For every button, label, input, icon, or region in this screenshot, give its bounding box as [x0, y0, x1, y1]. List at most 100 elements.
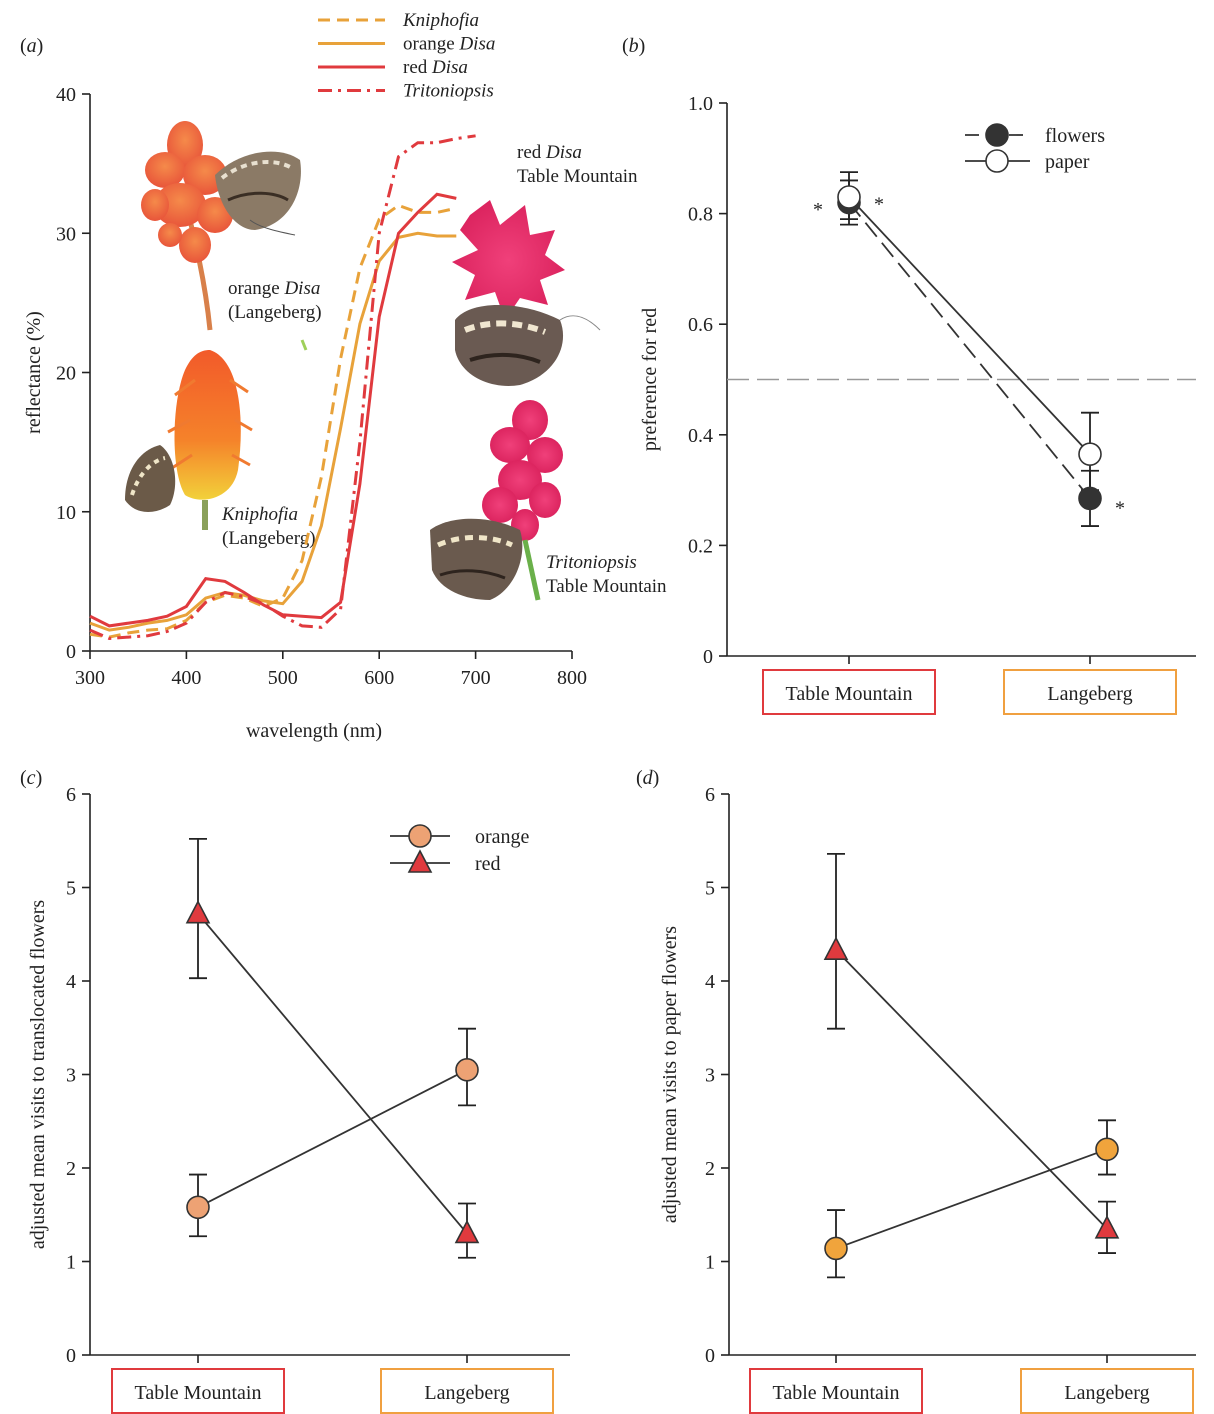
red-disa-photo	[450, 195, 601, 395]
panel-label-d: (d)	[636, 767, 659, 789]
category-label: Langeberg	[1047, 683, 1132, 705]
marker-orange	[824, 1236, 848, 1261]
image-label-a-line2: (Langeberg)	[228, 302, 322, 323]
y-tick-label: 6	[66, 784, 76, 806]
y-tick-label: 0.8	[688, 204, 713, 226]
axes-a: 300 400 500 600 700 800 0 10 20 30 40 wavelength (n…	[23, 84, 587, 742]
image-label-a-line2: Table Mountain	[517, 166, 638, 187]
x-tick-label-a: 500	[268, 667, 298, 689]
series-line-2	[89, 192, 457, 628]
category-label: Langeberg	[1064, 1382, 1149, 1404]
kniphofia-photo	[117, 347, 257, 530]
category-label: Table Mountain	[773, 1382, 900, 1404]
marker-flowers	[1078, 486, 1102, 511]
significance-asterisk: *	[874, 194, 884, 216]
y-tick-label-a: 20	[56, 363, 76, 385]
y-tick-label-a: 30	[56, 223, 76, 245]
y-tick-label: 4	[66, 971, 76, 993]
image-label-a: orange Disa	[228, 278, 320, 299]
y-tick-label: 5	[705, 878, 715, 900]
category-box	[749, 1368, 923, 1414]
x-tick-label-a: 800	[557, 667, 587, 689]
marker-red	[1094, 1215, 1120, 1239]
panel-c: (c) 0 1 2 3 4 5 6 Table Mountain Langeberg adjust…	[20, 767, 570, 1414]
image-labels-a: orange Disa (Langeberg) Kniphofia (Langeber…	[221, 142, 667, 597]
marker-paper	[1078, 442, 1102, 466]
image-label-a-line2: (Langeberg)	[222, 528, 316, 549]
panel-label-b: (b)	[622, 35, 645, 57]
y-tick-label: 0	[66, 1345, 76, 1367]
series-line-3	[89, 134, 476, 641]
series-lines-a	[89, 134, 476, 641]
y-tick-label: 0.6	[688, 314, 713, 336]
legend-label: orange	[475, 826, 530, 848]
image-label-a-line2: Table Mountain	[546, 576, 667, 597]
legend-label-a: Kniphofia	[402, 10, 479, 31]
y-tick-label: 3	[66, 1065, 76, 1087]
series-line-red	[835, 949, 1108, 1230]
y-axis-label: preference for red	[639, 308, 661, 451]
marker-red	[454, 1219, 480, 1244]
category-box	[762, 669, 936, 715]
legend-marker-b	[985, 149, 1009, 173]
y-tick-label: 4	[705, 971, 715, 993]
x-tick-label-a: 600	[364, 667, 394, 689]
image-label-a: Tritoniopsis	[546, 552, 637, 573]
category-box	[111, 1368, 285, 1414]
panel-label-c: (c)	[20, 767, 42, 789]
legend-marker	[408, 824, 432, 848]
legend-marker-b	[985, 123, 1009, 147]
y-axis-label: adjusted mean visits to translocated flo…	[27, 900, 49, 1250]
significance-asterisk: *	[1115, 498, 1125, 520]
y-tick-label: 2	[705, 1158, 715, 1180]
category-label: Langeberg	[424, 1382, 509, 1404]
legend-marker	[407, 849, 433, 873]
orange-disa-photo	[141, 121, 301, 331]
category-box	[1020, 1368, 1194, 1414]
y-tick-label: 0.2	[688, 535, 713, 557]
series-line-orange	[197, 1069, 468, 1209]
category-label: Table Mountain	[135, 1382, 262, 1404]
marker-paper	[837, 185, 861, 209]
legend-label-a: orange Disa	[403, 34, 495, 55]
y-tick-label-a: 0	[66, 641, 76, 663]
series-line-flowers	[848, 201, 1091, 499]
image-label-a: red Disa	[517, 142, 582, 163]
marker-orange	[186, 1195, 210, 1220]
category-label: Table Mountain	[786, 683, 913, 705]
y-tick-label: 0.4	[688, 425, 713, 447]
significance-asterisk: *	[813, 199, 823, 221]
y-tick-label: 0	[703, 646, 713, 668]
y-tick-label-a: 10	[56, 502, 76, 524]
y-tick-label-a: 40	[56, 84, 76, 106]
category-box	[1003, 669, 1177, 715]
panel-label-a: (a)	[20, 35, 43, 57]
series-line-paper	[848, 196, 1091, 455]
panel-b: (b) 0 0.2 0.4 0.6 0.8 1.0 Table Mountain Langeb…	[622, 35, 1196, 715]
tritoniopsis-photo	[430, 400, 563, 601]
x-tick-label-a: 300	[75, 667, 105, 689]
legend-label-a: Tritoniopsis	[403, 81, 494, 102]
legend-label: red	[475, 853, 501, 875]
x-axis-label-a: wavelength (nm)	[246, 720, 382, 742]
category-box	[380, 1368, 554, 1414]
y-tick-label: 6	[705, 784, 715, 806]
marker-red	[185, 899, 211, 924]
y-tick-label: 5	[66, 878, 76, 900]
legend-label-a: red Disa	[403, 57, 468, 78]
green-fleck	[300, 339, 308, 351]
y-axis-label: adjusted mean visits to paper flowers	[659, 926, 681, 1223]
legend-label-b: paper	[1045, 151, 1090, 173]
y-tick-label: 2	[66, 1158, 76, 1180]
y-tick-label: 1	[705, 1252, 715, 1274]
y-tick-label: 1.0	[688, 93, 713, 115]
marker-orange	[1095, 1137, 1119, 1162]
y-axis-label-a: reflectance (%)	[23, 311, 45, 434]
y-tick-label: 1	[66, 1252, 76, 1274]
marker-red	[823, 936, 849, 960]
x-tick-label-a: 700	[461, 667, 491, 689]
x-tick-label-a: 400	[171, 667, 201, 689]
